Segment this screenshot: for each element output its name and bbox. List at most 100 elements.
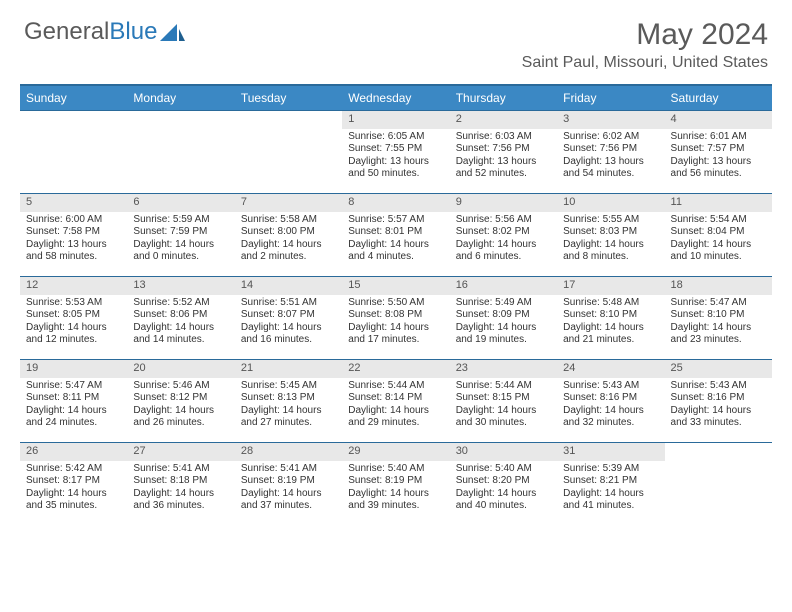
- day-body: Sunrise: 5:55 AMSunset: 8:03 PMDaylight:…: [557, 212, 664, 268]
- sunrise-text: Sunrise: 5:53 AM: [26, 297, 121, 310]
- day-cell: 7Sunrise: 5:58 AMSunset: 8:00 PMDaylight…: [235, 194, 342, 276]
- day-number: 31: [557, 443, 664, 461]
- day-number: 14: [235, 277, 342, 295]
- sunset-text: Sunset: 7:56 PM: [456, 143, 551, 156]
- day-cell: 23Sunrise: 5:44 AMSunset: 8:15 PMDayligh…: [450, 360, 557, 442]
- sunrise-text: Sunrise: 5:41 AM: [241, 463, 336, 476]
- day-number: 19: [20, 360, 127, 378]
- daylight-text-1: Daylight: 13 hours: [26, 239, 121, 252]
- sunset-text: Sunset: 8:08 PM: [348, 309, 443, 322]
- daylight-text-1: Daylight: 14 hours: [133, 405, 228, 418]
- week-row: 5Sunrise: 6:00 AMSunset: 7:58 PMDaylight…: [20, 193, 772, 276]
- calendar: SundayMondayTuesdayWednesdayThursdayFrid…: [20, 84, 772, 525]
- daylight-text-2: and 32 minutes.: [563, 417, 658, 430]
- day-number: 16: [450, 277, 557, 295]
- daylight-text-2: and 56 minutes.: [671, 168, 766, 181]
- day-number: 9: [450, 194, 557, 212]
- daylight-text-2: and 40 minutes.: [456, 500, 551, 513]
- sunrise-text: Sunrise: 5:42 AM: [26, 463, 121, 476]
- day-cell: 1Sunrise: 6:05 AMSunset: 7:55 PMDaylight…: [342, 111, 449, 193]
- daylight-text-2: and 50 minutes.: [348, 168, 443, 181]
- daylight-text-1: Daylight: 14 hours: [563, 405, 658, 418]
- sunset-text: Sunset: 8:04 PM: [671, 226, 766, 239]
- daylight-text-1: Daylight: 14 hours: [456, 239, 551, 252]
- day-cell: 18Sunrise: 5:47 AMSunset: 8:10 PMDayligh…: [665, 277, 772, 359]
- sunrise-text: Sunrise: 5:44 AM: [456, 380, 551, 393]
- sunset-text: Sunset: 8:01 PM: [348, 226, 443, 239]
- sunrise-text: Sunrise: 5:39 AM: [563, 463, 658, 476]
- empty-cell: [127, 111, 234, 193]
- sunrise-text: Sunrise: 5:58 AM: [241, 214, 336, 227]
- day-cell: 8Sunrise: 5:57 AMSunset: 8:01 PMDaylight…: [342, 194, 449, 276]
- day-number: 22: [342, 360, 449, 378]
- day-cell: 30Sunrise: 5:40 AMSunset: 8:20 PMDayligh…: [450, 443, 557, 525]
- daylight-text-1: Daylight: 14 hours: [26, 322, 121, 335]
- day-body: Sunrise: 5:43 AMSunset: 8:16 PMDaylight:…: [665, 378, 772, 434]
- weekday-header: Wednesday: [342, 86, 449, 110]
- sunrise-text: Sunrise: 5:40 AM: [348, 463, 443, 476]
- day-body: Sunrise: 5:40 AMSunset: 8:19 PMDaylight:…: [342, 461, 449, 517]
- day-body: Sunrise: 5:40 AMSunset: 8:20 PMDaylight:…: [450, 461, 557, 517]
- sunset-text: Sunset: 8:05 PM: [26, 309, 121, 322]
- sunrise-text: Sunrise: 6:05 AM: [348, 131, 443, 144]
- empty-cell: [20, 111, 127, 193]
- weekday-header: Sunday: [20, 86, 127, 110]
- daylight-text-2: and 2 minutes.: [241, 251, 336, 264]
- sunrise-text: Sunrise: 5:46 AM: [133, 380, 228, 393]
- daylight-text-2: and 35 minutes.: [26, 500, 121, 513]
- sunset-text: Sunset: 8:03 PM: [563, 226, 658, 239]
- day-cell: 3Sunrise: 6:02 AMSunset: 7:56 PMDaylight…: [557, 111, 664, 193]
- daylight-text-2: and 0 minutes.: [133, 251, 228, 264]
- day-number: 4: [665, 111, 772, 129]
- sunrise-text: Sunrise: 5:43 AM: [671, 380, 766, 393]
- week-row: 1Sunrise: 6:05 AMSunset: 7:55 PMDaylight…: [20, 110, 772, 193]
- sunset-text: Sunset: 8:19 PM: [241, 475, 336, 488]
- sunset-text: Sunset: 8:21 PM: [563, 475, 658, 488]
- daylight-text-1: Daylight: 14 hours: [241, 488, 336, 501]
- sunset-text: Sunset: 8:00 PM: [241, 226, 336, 239]
- daylight-text-1: Daylight: 14 hours: [563, 322, 658, 335]
- day-number: 12: [20, 277, 127, 295]
- day-cell: 29Sunrise: 5:40 AMSunset: 8:19 PMDayligh…: [342, 443, 449, 525]
- sunset-text: Sunset: 8:10 PM: [671, 309, 766, 322]
- sunrise-text: Sunrise: 5:44 AM: [348, 380, 443, 393]
- sunset-text: Sunset: 8:18 PM: [133, 475, 228, 488]
- daylight-text-2: and 8 minutes.: [563, 251, 658, 264]
- weekday-header: Friday: [557, 86, 664, 110]
- daylight-text-1: Daylight: 14 hours: [563, 488, 658, 501]
- daylight-text-2: and 33 minutes.: [671, 417, 766, 430]
- sunrise-text: Sunrise: 5:56 AM: [456, 214, 551, 227]
- day-body: Sunrise: 5:42 AMSunset: 8:17 PMDaylight:…: [20, 461, 127, 517]
- weekday-header-row: SundayMondayTuesdayWednesdayThursdayFrid…: [20, 84, 772, 110]
- daylight-text-1: Daylight: 14 hours: [671, 239, 766, 252]
- day-cell: 22Sunrise: 5:44 AMSunset: 8:14 PMDayligh…: [342, 360, 449, 442]
- daylight-text-2: and 30 minutes.: [456, 417, 551, 430]
- day-cell: 24Sunrise: 5:43 AMSunset: 8:16 PMDayligh…: [557, 360, 664, 442]
- day-cell: 13Sunrise: 5:52 AMSunset: 8:06 PMDayligh…: [127, 277, 234, 359]
- day-body: Sunrise: 5:58 AMSunset: 8:00 PMDaylight:…: [235, 212, 342, 268]
- daylight-text-1: Daylight: 14 hours: [348, 488, 443, 501]
- daylight-text-1: Daylight: 13 hours: [456, 156, 551, 169]
- sunrise-text: Sunrise: 5:51 AM: [241, 297, 336, 310]
- day-body: Sunrise: 5:44 AMSunset: 8:15 PMDaylight:…: [450, 378, 557, 434]
- sunset-text: Sunset: 8:11 PM: [26, 392, 121, 405]
- daylight-text-1: Daylight: 13 hours: [348, 156, 443, 169]
- sunrise-text: Sunrise: 5:41 AM: [133, 463, 228, 476]
- day-number: 7: [235, 194, 342, 212]
- day-cell: 31 Sunrise: 5:39 AMSunset: 8:21 PMDayligh…: [557, 443, 664, 525]
- day-cell: 21Sunrise: 5:45 AMSunset: 8:13 PMDayligh…: [235, 360, 342, 442]
- week-row: 12Sunrise: 5:53 AMSunset: 8:05 PMDayligh…: [20, 276, 772, 359]
- daylight-text-2: and 26 minutes.: [133, 417, 228, 430]
- sunset-text: Sunset: 8:14 PM: [348, 392, 443, 405]
- day-number: 13: [127, 277, 234, 295]
- sunset-text: Sunset: 7:55 PM: [348, 143, 443, 156]
- sunset-text: Sunset: 8:13 PM: [241, 392, 336, 405]
- daylight-text-2: and 24 minutes.: [26, 417, 121, 430]
- day-body: Sunrise: 5:41 AMSunset: 8:18 PMDaylight:…: [127, 461, 234, 517]
- sunset-text: Sunset: 8:17 PM: [26, 475, 121, 488]
- daylight-text-1: Daylight: 14 hours: [241, 322, 336, 335]
- day-cell: 20Sunrise: 5:46 AMSunset: 8:12 PMDayligh…: [127, 360, 234, 442]
- sunset-text: Sunset: 8:09 PM: [456, 309, 551, 322]
- day-cell: 5Sunrise: 6:00 AMSunset: 7:58 PMDaylight…: [20, 194, 127, 276]
- day-body: Sunrise: 5:48 AMSunset: 8:10 PMDaylight:…: [557, 295, 664, 351]
